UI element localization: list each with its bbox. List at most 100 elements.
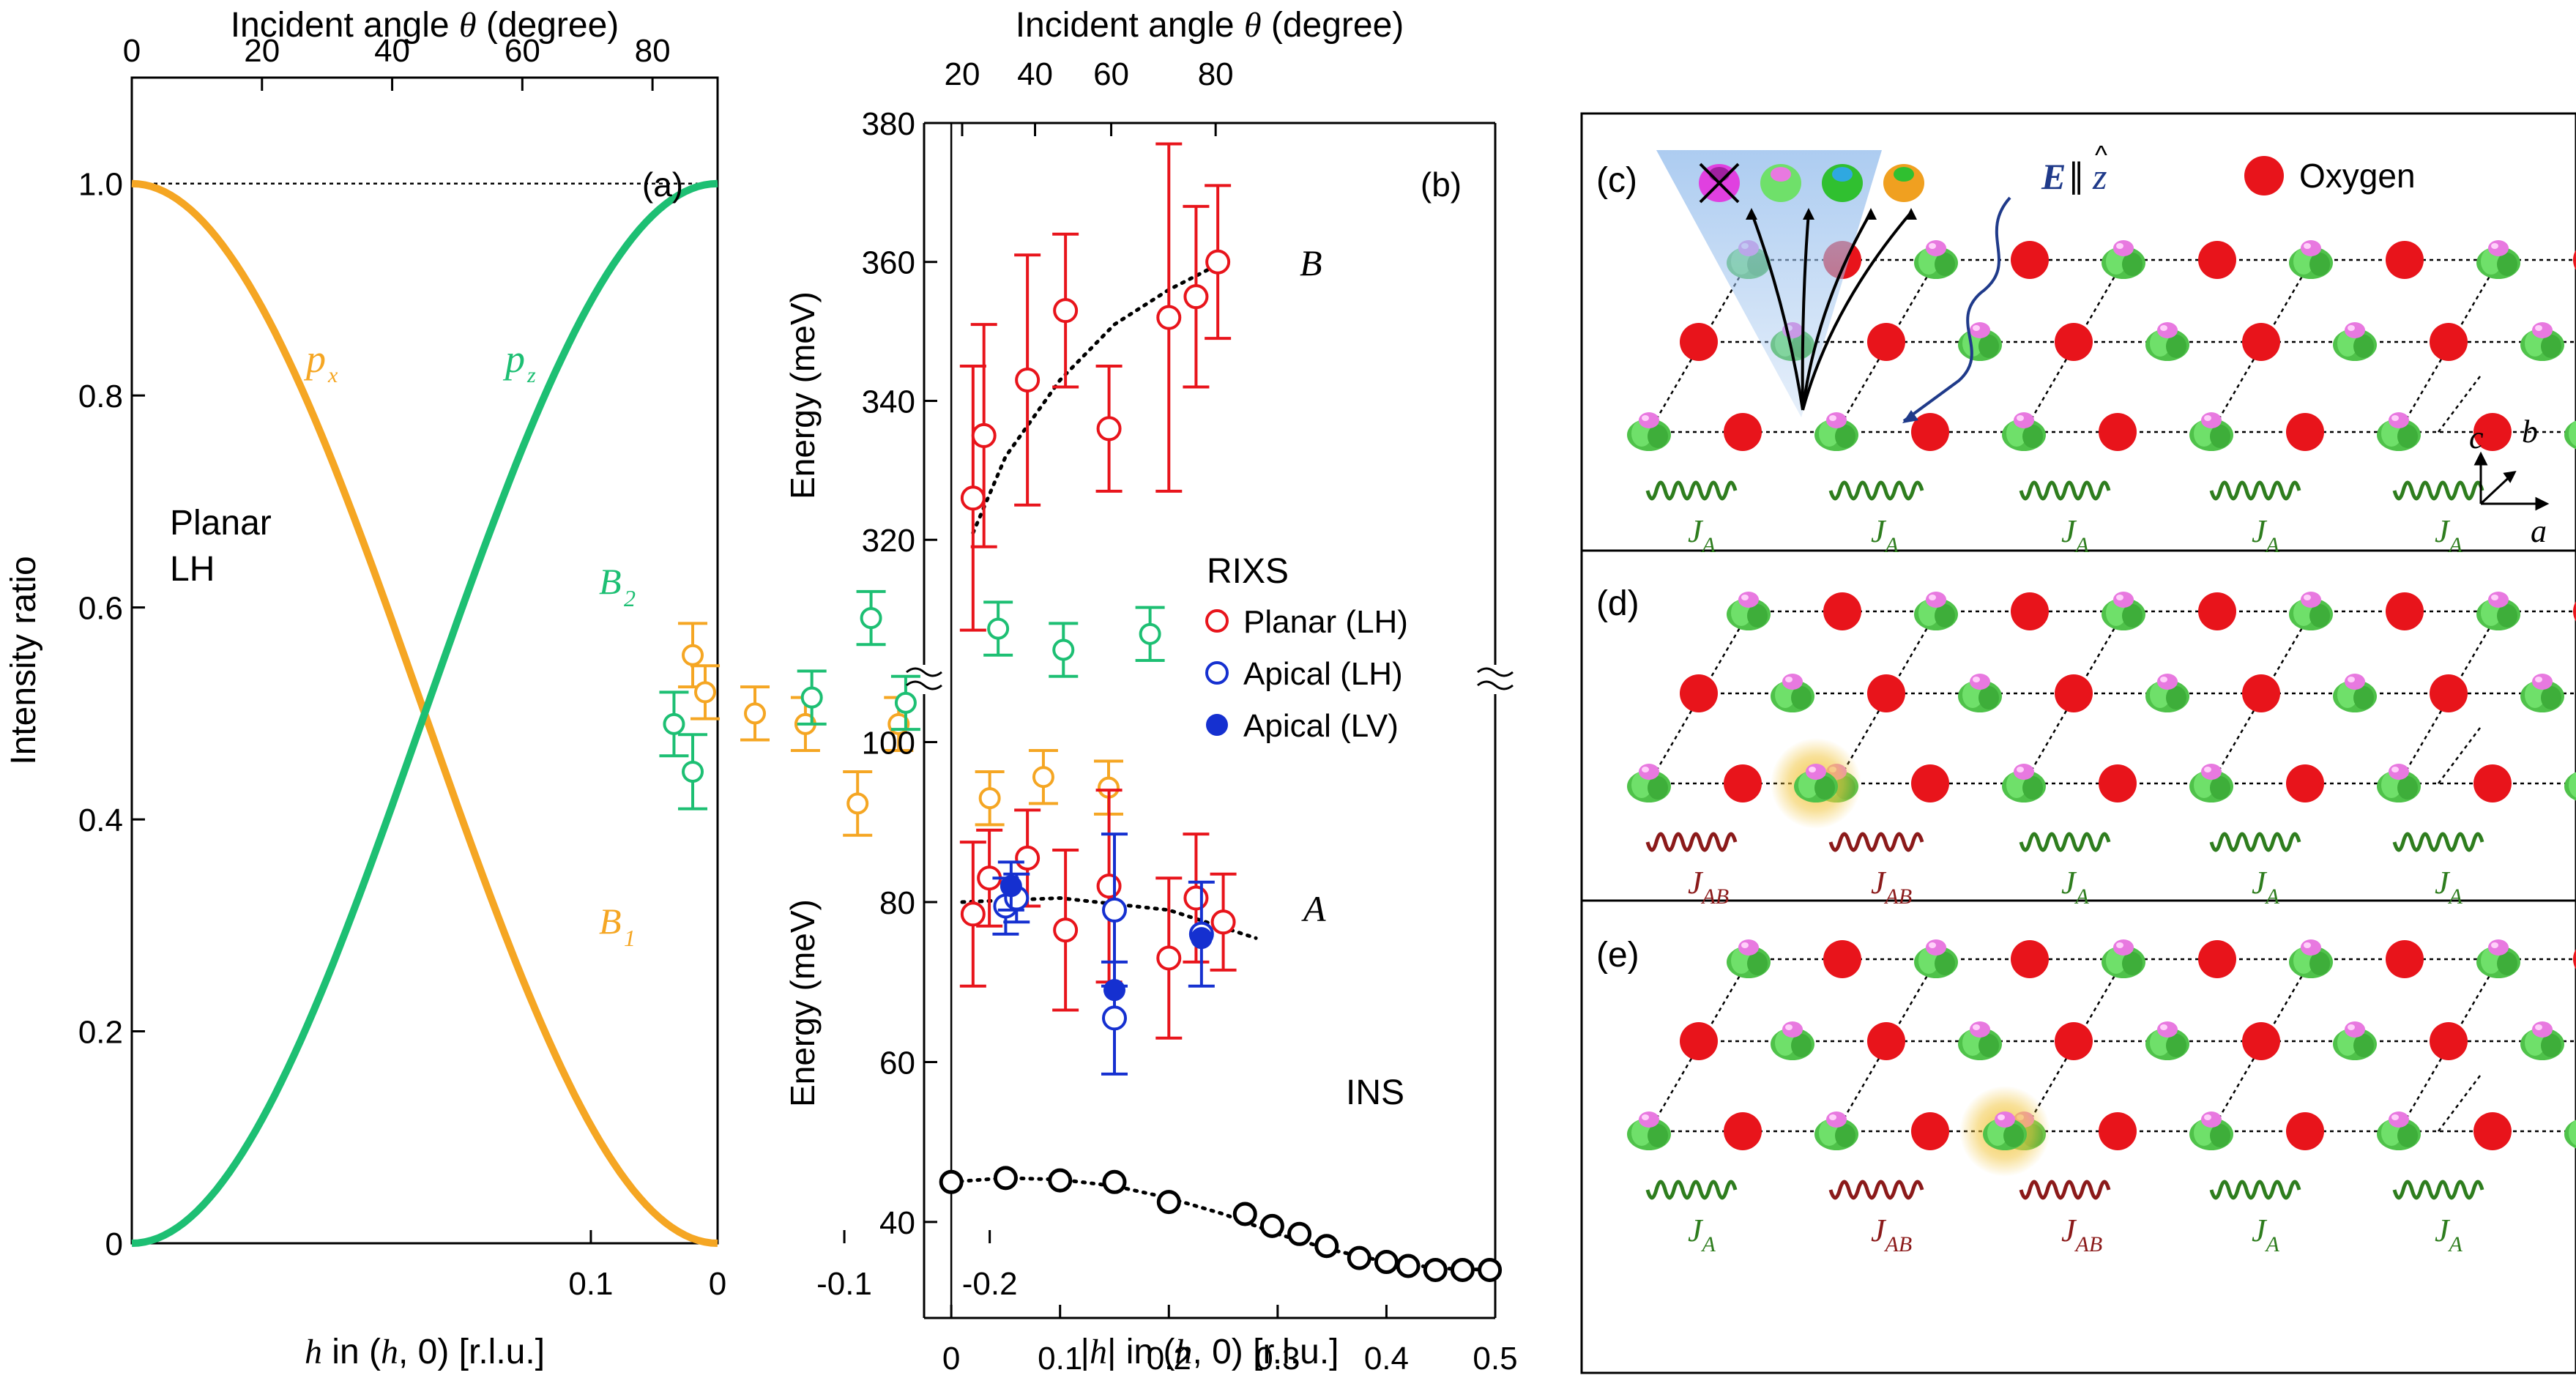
exchange-sub: A (2448, 533, 2463, 557)
oxygen-atom (2386, 592, 2424, 630)
chart-panel-a: 0 0.2 0.4 0.6 0.8 1.0 0 20 40 60 80 0.1 0 -0.1 -0.2 (a… (4, 6, 1165, 1371)
b-point (1053, 917, 1079, 943)
ir-atom-highlight (2116, 243, 2123, 249)
b-top-tick-label: 60 (1093, 56, 1129, 92)
B_2-point (1139, 622, 1161, 645)
legend-item-planar: Planar (LH) (1243, 604, 1408, 640)
oxygen-atom (2473, 764, 2512, 802)
exchange-sub: A (1701, 1232, 1716, 1256)
ir-atom-top (2014, 412, 2034, 428)
ir-atom-top (2488, 939, 2509, 956)
ir-atom-top (1738, 939, 1759, 956)
b-bot-title-mid: | in ( (1107, 1333, 1175, 1371)
B_1-point (978, 787, 1001, 810)
a-bot-title-post: , 0) [r.l.u.] (398, 1333, 545, 1371)
exchange-label: JA (2435, 865, 2463, 909)
ir-atom (2145, 1021, 2189, 1060)
efield-z: z (2092, 156, 2107, 197)
ir-atom-top (2157, 1021, 2178, 1038)
axis-label-b: b (2522, 414, 2538, 450)
ir-atom-highlight (1929, 942, 1936, 948)
b-point (1053, 298, 1079, 324)
ir-atom (2102, 592, 2145, 630)
b-point-filled (999, 875, 1022, 898)
exchange-sub: AB (1701, 884, 1730, 909)
axis-break-right (1477, 667, 1514, 690)
ir-atom-lobe (2569, 772, 2576, 798)
ir-atom (2189, 764, 2233, 802)
a-bot-title-h: h (305, 1333, 322, 1371)
ir-atom-top (1782, 674, 1803, 690)
ir-atom (1958, 674, 2002, 712)
ir-atom-highlight (2017, 415, 2024, 421)
ir-atom-top (1970, 674, 1990, 690)
px-label: p (303, 337, 326, 381)
ir-atom-excited-lobe (2003, 1124, 2024, 1147)
lattice-diag-line (2210, 955, 2315, 1132)
b-point (1314, 1234, 1339, 1259)
ir-atom-top (2532, 674, 2553, 690)
excitation-arrowhead (1803, 208, 1814, 220)
b-point (960, 901, 986, 927)
exchange-J: J (1871, 1213, 1887, 1248)
a-top-tick-label: 0 (123, 33, 141, 69)
photon-arrowhead (1902, 410, 1918, 423)
oxygen-atom (2099, 413, 2137, 451)
B_2-point (1052, 638, 1075, 661)
exchange-spring (1828, 1180, 1924, 1200)
exchange-label: JA (1688, 1213, 1716, 1256)
axis-label-a: a (2531, 513, 2547, 549)
a-top-tick-label: 20 (244, 33, 280, 69)
b-point (1048, 1168, 1073, 1193)
ir-atom-top (1926, 939, 1946, 956)
ir-atom-top (2113, 939, 2134, 956)
lattice-panels: JA JA JA JA JA JAB JAB JA JA JA JA JAB JAB JA JA (c)… (1580, 112, 2576, 1374)
lattice-diag-line (1648, 955, 1753, 1132)
lattice-diag-line (1835, 256, 1940, 433)
ir-atom (2377, 764, 2421, 802)
a-y-tick-label: 0.2 (78, 1015, 123, 1051)
ir-atom (1727, 592, 1771, 630)
exchange-J: J (2061, 1213, 2077, 1248)
ir-atom-highlight (2348, 677, 2355, 682)
ir-atom (1914, 939, 1958, 978)
ir-atom-lobe (2022, 776, 2043, 800)
ir-atom-top (1639, 1111, 1659, 1128)
ir-atom (2289, 939, 2333, 978)
ir-atom-top (2532, 322, 2553, 338)
ir-atom-top (1639, 412, 1659, 428)
b-point (1102, 1005, 1127, 1031)
b-bot-title-h2: h (1175, 1333, 1192, 1371)
ir-atom-top (2113, 240, 2134, 256)
b-lower-y-tick-label: 80 (879, 885, 915, 921)
pz-label: p (502, 337, 525, 381)
b-top-title-pre: Incident angle (1016, 6, 1244, 45)
exchange-label: JA (2252, 865, 2280, 909)
pz-sub: z (526, 363, 536, 387)
cross-out-line (1699, 163, 1740, 204)
b1-series-label: B 1 (599, 901, 636, 951)
label-INS: INS (1346, 1073, 1404, 1112)
ir-atom-top (2201, 764, 2222, 780)
panel-b-y-axis-title-lower: Energy (meV) (783, 899, 822, 1107)
a-bottom-tick-label: -0.2 (962, 1266, 1018, 1302)
lattice-diag-line (2438, 373, 2483, 433)
exchange-label: JA (2435, 513, 2463, 557)
ir-atom-highlight (2204, 415, 2211, 421)
ir-atom-lobe (2022, 425, 2043, 448)
oxygen-atom (2055, 1022, 2093, 1060)
ir-atom-lobe (2210, 776, 2230, 800)
ir-atom-highlight (1642, 1114, 1649, 1120)
b2-label: B (599, 561, 622, 602)
b-upper-y-tick-label: 340 (862, 384, 915, 420)
ir-atom-highlight (2204, 767, 2211, 772)
oxygen-legend-label: Oxygen (2299, 157, 2416, 195)
ir-atom-lobe (2353, 686, 2374, 710)
ir-atom-lobe (2210, 425, 2230, 448)
ir-atom-highlight (1785, 1024, 1793, 1030)
ir-atom-lobe (1978, 686, 1999, 710)
a-top-tick-label: 40 (374, 33, 410, 69)
excitation-arrow (1750, 212, 1804, 411)
oxygen-atom (2573, 949, 2576, 969)
exchange-J: J (2061, 513, 2077, 549)
